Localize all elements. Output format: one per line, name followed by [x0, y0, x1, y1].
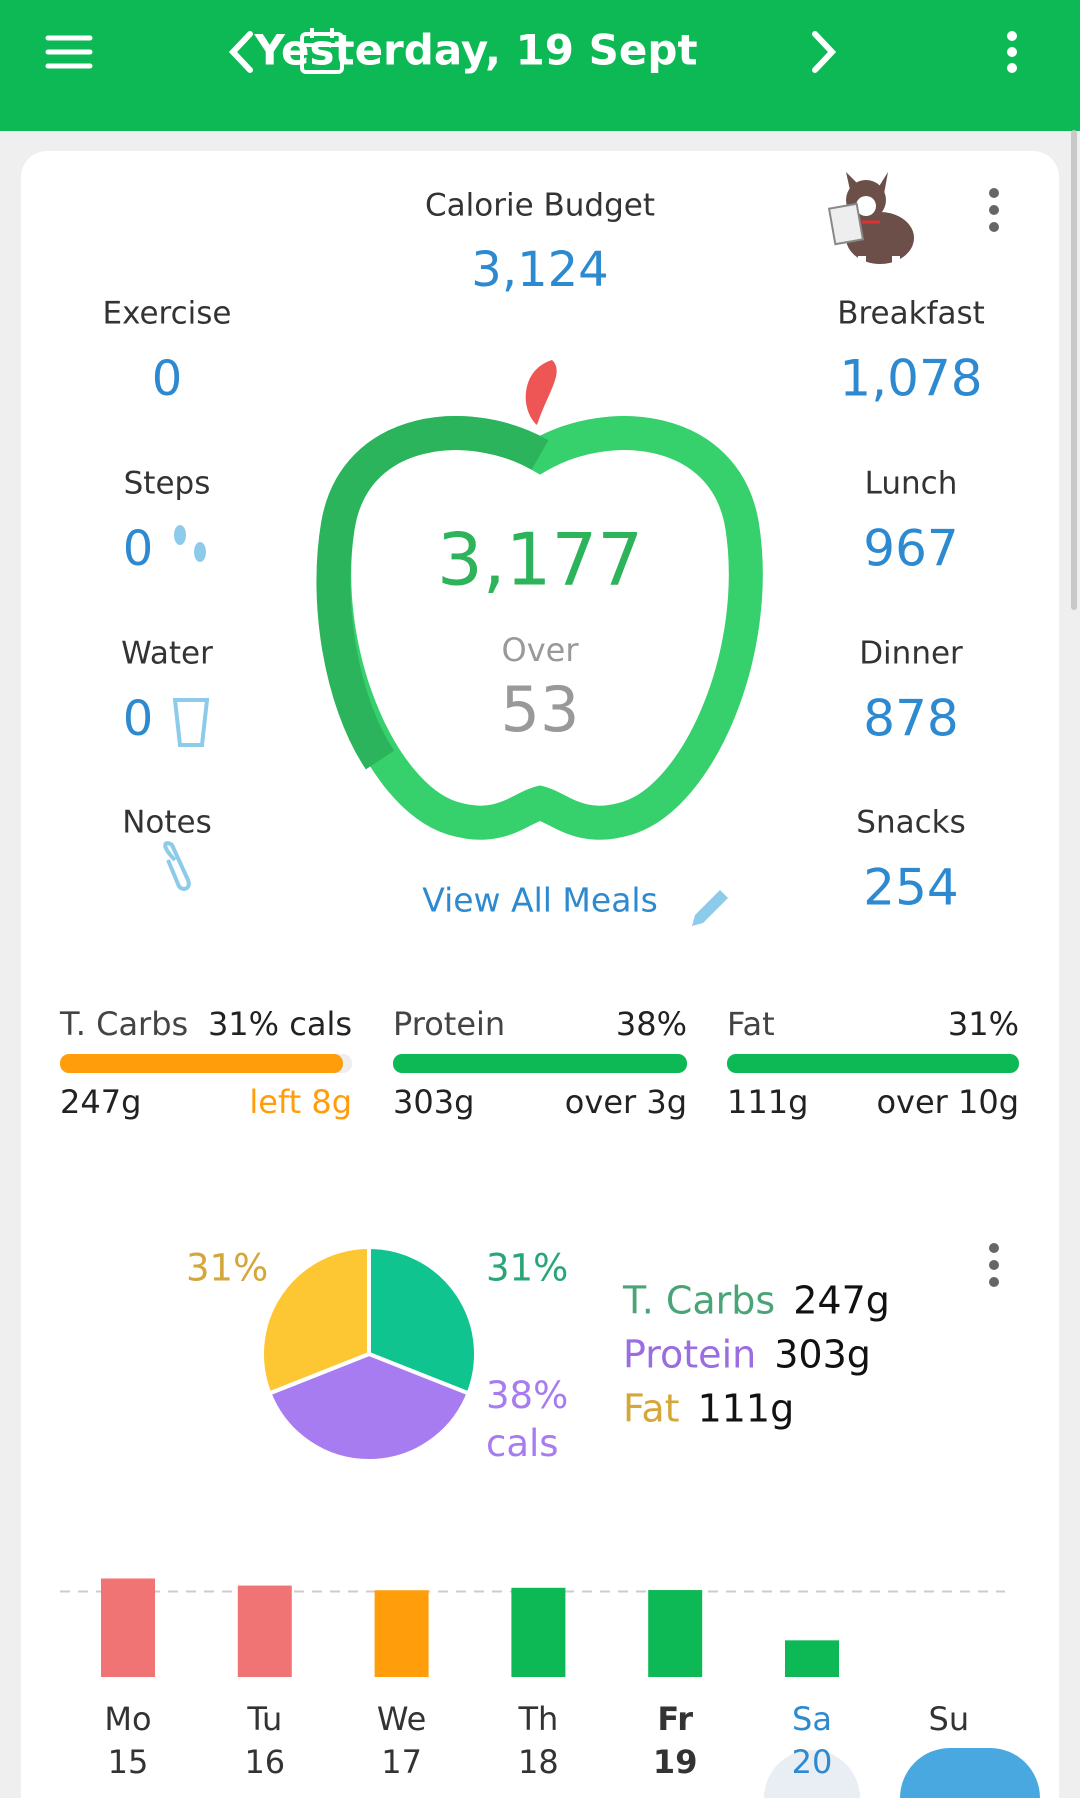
add-fab[interactable]: [900, 1748, 1040, 1798]
consumed-value: 3,177: [437, 518, 643, 602]
meal-value[interactable]: 1,078: [839, 350, 982, 408]
day-label: Tu: [246, 1700, 282, 1738]
day-label: Fr: [657, 1700, 693, 1738]
pie-slice: [260, 1244, 371, 1396]
budget-value: 3,124: [471, 242, 608, 298]
meal-value[interactable]: 878: [863, 690, 958, 748]
progress-protein: [393, 1054, 687, 1073]
legend-name: Protein: [623, 1333, 756, 1377]
meal-label: Dinner: [859, 636, 963, 672]
day-bar: [648, 1590, 703, 1677]
meal-label: Snacks: [856, 805, 965, 841]
macro-name: T. Carbs: [59, 1005, 188, 1043]
day-bar: [511, 1587, 566, 1677]
date-label: 16: [244, 1743, 285, 1781]
stat-label: Steps: [124, 466, 211, 502]
edit-icon[interactable]: [692, 890, 728, 926]
stat-value: 0: [123, 691, 154, 747]
legend-grams: 247g: [793, 1279, 890, 1323]
day-label: Su: [929, 1700, 970, 1738]
status-label: Over: [502, 631, 580, 669]
menu-button[interactable]: [45, 35, 93, 69]
macro-grams: 111g: [727, 1083, 808, 1121]
legend-grams: 111g: [698, 1387, 795, 1431]
pie-label: 31%: [186, 1247, 268, 1290]
stat-label: Exercise: [103, 296, 232, 332]
day-label: Sa: [792, 1700, 832, 1738]
progress-carbs: [60, 1054, 343, 1073]
view-all-link[interactable]: View All Meals: [422, 881, 658, 920]
pie-slice: [266, 1351, 472, 1463]
water-icon: [172, 698, 210, 747]
day-label: Mo: [104, 1700, 151, 1738]
macro-remainder: left 8g: [249, 1083, 352, 1121]
notes-icon[interactable]: [163, 841, 191, 891]
macro-pct: 31%: [948, 1005, 1019, 1043]
overflow-menu[interactable]: [1007, 31, 1017, 73]
calendar-icon[interactable]: [300, 28, 344, 74]
pie-label: 38% cals: [486, 1374, 569, 1465]
pie-label: 31%: [486, 1247, 568, 1290]
meal-label: Lunch: [865, 466, 958, 502]
date-title[interactable]: Yesterday, 19 Sept: [253, 26, 697, 75]
macro-name: Fat: [727, 1005, 775, 1043]
card-menu[interactable]: [989, 188, 999, 232]
day-label: Th: [517, 1700, 558, 1738]
next-day[interactable]: [812, 31, 837, 73]
meal-value[interactable]: 254: [863, 859, 958, 917]
secondary-fab[interactable]: [764, 1750, 860, 1798]
app-bar: [0, 0, 1080, 131]
difference-value: 53: [501, 673, 580, 746]
legend-name: T. Carbs: [622, 1279, 775, 1323]
pie-slice: [367, 1244, 478, 1396]
legend-grams: 303g: [774, 1333, 871, 1377]
scrollbar: [1071, 130, 1077, 610]
day-bar: [374, 1590, 429, 1677]
apple-ring-progress: [316, 416, 549, 770]
date-label: 19: [653, 1743, 698, 1781]
macro-grams: 303g: [393, 1083, 474, 1121]
macro-pct: 38%: [616, 1005, 687, 1043]
day-bar: [101, 1578, 155, 1677]
progress-fat: [727, 1054, 1019, 1073]
date-label: 15: [108, 1743, 149, 1781]
stat-value: 0: [123, 521, 154, 577]
date-label: 18: [518, 1743, 559, 1781]
stat-label: Notes: [122, 805, 212, 841]
day-bar: [237, 1585, 292, 1677]
date-label: 20: [792, 1743, 833, 1781]
legend-name: Fat: [623, 1387, 680, 1431]
macro-pct: 31% cals: [208, 1005, 352, 1043]
macro-name: Protein: [393, 1005, 505, 1043]
steps-icon: [174, 525, 206, 562]
meal-label: Breakfast: [837, 296, 985, 332]
macro-remainder: over 3g: [565, 1083, 687, 1121]
day-bar: [785, 1640, 839, 1677]
prev-day[interactable]: [228, 31, 253, 73]
macro-remainder: over 10g: [876, 1083, 1019, 1121]
macro-grams: 247g: [60, 1083, 141, 1121]
stat-value: 0: [152, 351, 183, 407]
pie-menu[interactable]: [989, 1243, 999, 1287]
stat-label: Water: [121, 636, 213, 672]
day-label: We: [377, 1700, 426, 1738]
dog-illustration: [827, 172, 914, 270]
budget-label: Calorie Budget: [425, 188, 655, 224]
meal-value[interactable]: 967: [863, 520, 958, 578]
apple-leaf: [525, 360, 557, 425]
date-label: 17: [381, 1743, 422, 1781]
